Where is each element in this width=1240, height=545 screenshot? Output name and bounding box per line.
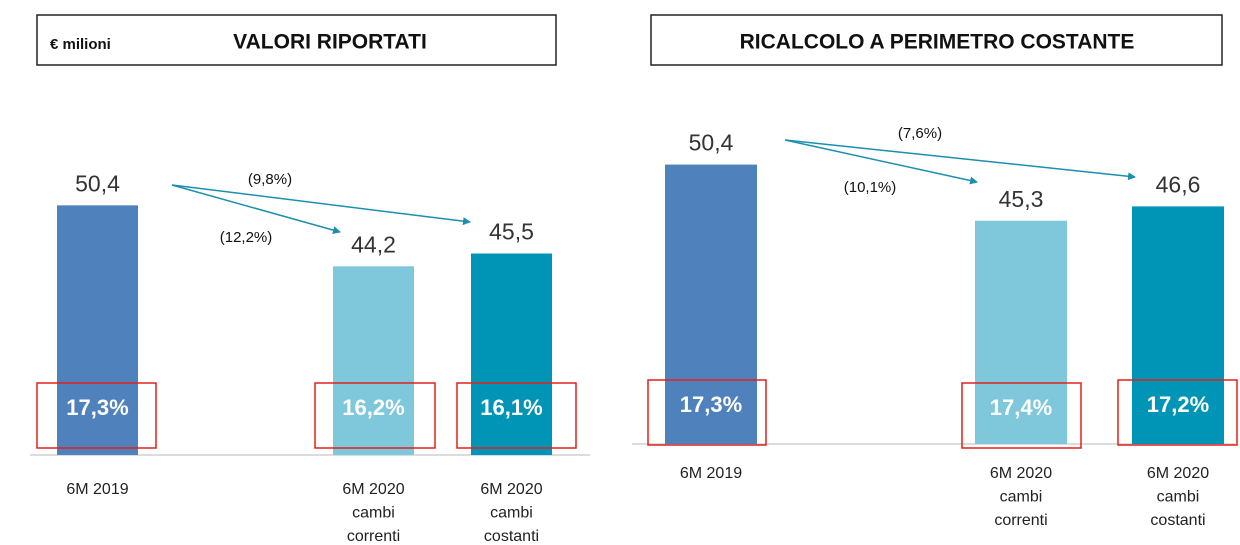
highlight-box: [1117, 379, 1238, 446]
highlight-box: [36, 382, 157, 449]
x-tick-label: cambi: [1000, 489, 1043, 506]
annotation: (7,6%): [898, 125, 942, 142]
highlight-box: [456, 382, 577, 449]
arrow: [784, 139, 978, 185]
bar: [975, 220, 1067, 444]
value-label: 50,4: [689, 130, 734, 156]
x-tick-label: cambi: [490, 505, 533, 522]
arrow: [171, 184, 341, 234]
chart-title: VALORI RIPORTATI: [233, 31, 427, 54]
header-box: [650, 14, 1223, 66]
margin-label: 16,2%: [342, 395, 404, 420]
margin-label: 16,1%: [480, 395, 542, 420]
x-tick-label: 6M 2019: [680, 465, 742, 482]
highlight-box: [961, 382, 1082, 449]
value-label: 45,5: [489, 219, 534, 245]
x-tick-label: 6M 2019: [66, 481, 128, 498]
arrow: [171, 184, 471, 226]
x-tick-label: correnti: [994, 512, 1047, 529]
value-label: 44,2: [351, 231, 396, 257]
x-tick-label: costanti: [484, 528, 539, 545]
x-tick-label: costanti: [1150, 512, 1205, 529]
x-tick-label: correnti: [347, 528, 400, 545]
x-tick-label: 6M 2020: [990, 465, 1052, 482]
x-tick-label: 6M 2020: [342, 481, 404, 498]
annotation: (9,8%): [248, 171, 292, 188]
highlight-box: [647, 379, 767, 446]
bar: [57, 205, 138, 455]
margin-label: 17,3%: [680, 392, 742, 417]
value-label: 50,4: [75, 170, 120, 196]
x-tick-label: cambi: [1157, 489, 1200, 506]
bar: [1132, 206, 1224, 444]
unit-label: € milioni: [50, 36, 111, 53]
header-box: [36, 14, 557, 66]
margin-label: 17,2%: [1147, 392, 1209, 417]
margin-label: 17,4%: [990, 395, 1052, 420]
x-tick-label: 6M 2020: [480, 481, 542, 498]
bar: [665, 164, 757, 444]
chart-title: RICALCOLO A PERIMETRO COSTANTE: [740, 31, 1135, 54]
highlight-box: [314, 382, 436, 449]
value-label: 45,3: [999, 186, 1044, 212]
bar: [333, 266, 414, 455]
x-tick-label: cambi: [352, 505, 395, 522]
annotation: (12,2%): [220, 229, 273, 246]
bar: [471, 253, 552, 455]
x-tick-label: 6M 2020: [1147, 465, 1209, 482]
annotation: (10,1%): [844, 179, 897, 196]
value-label: 46,6: [1156, 171, 1201, 197]
arrow: [784, 139, 1136, 181]
margin-label: 17,3%: [66, 395, 128, 420]
